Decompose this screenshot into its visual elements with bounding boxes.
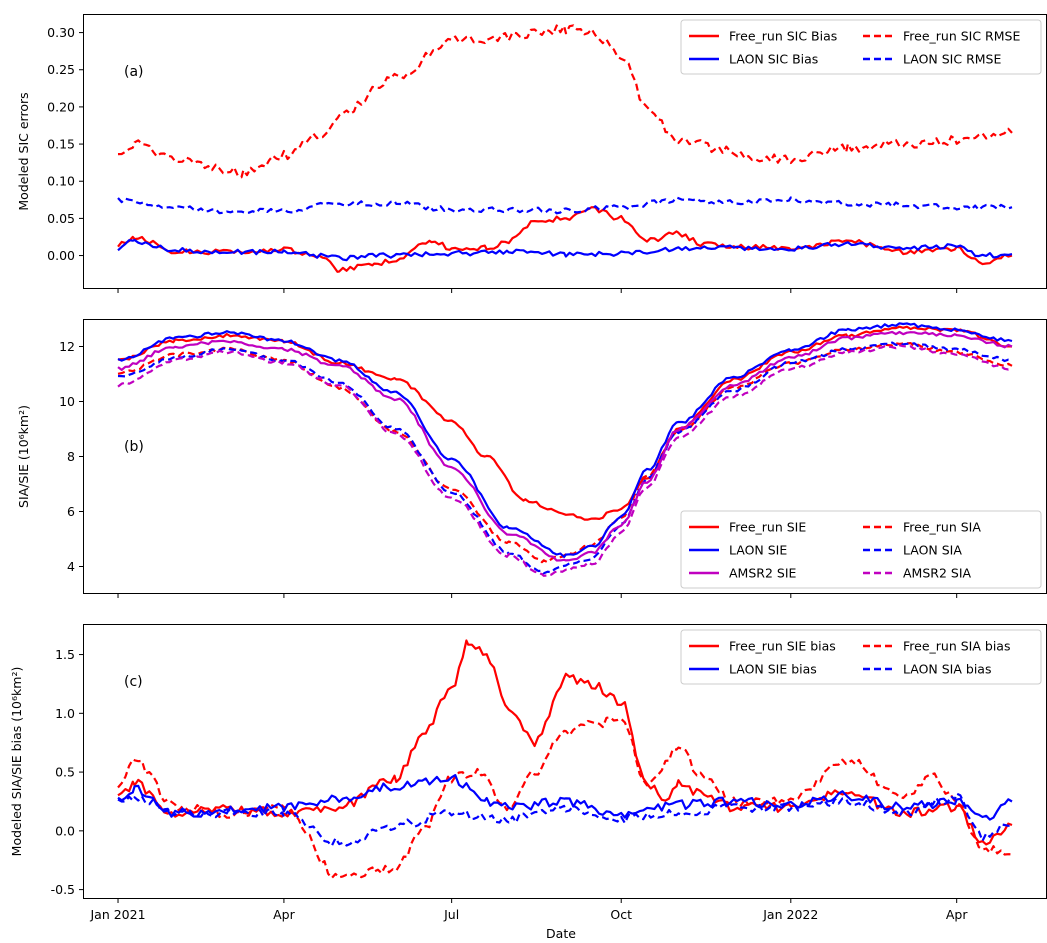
y-tick-label: 4 bbox=[67, 559, 75, 574]
legend-label: Free_run SIA bbox=[903, 520, 981, 535]
legend-label: AMSR2 SIA bbox=[903, 566, 972, 581]
legend: Free_run SIE Free_run SIA LAON SIE LAON SIA… bbox=[680, 510, 1042, 589]
y-tick-label: 0.0 bbox=[55, 823, 75, 838]
y-tick-label: 0.25 bbox=[47, 62, 75, 77]
y-tick-label: 0.15 bbox=[47, 137, 75, 152]
x-tick-label: Jan 2022 bbox=[762, 907, 818, 922]
y-axis-label: SIA/SIE (10⁶km²) bbox=[16, 405, 31, 508]
legend-label: Free_run SIA bias bbox=[903, 639, 1010, 654]
y-tick-label: 8 bbox=[67, 449, 75, 464]
series-lines bbox=[117, 322, 1013, 577]
x-tick-label: Apr bbox=[273, 907, 295, 922]
panel-label: (c) bbox=[124, 674, 143, 690]
y-tick-label: 0.20 bbox=[47, 99, 75, 114]
panel-label: (a) bbox=[124, 64, 144, 80]
series-line-laon-sic-bias bbox=[117, 238, 1013, 262]
legend-box bbox=[680, 629, 1042, 685]
x-tick-label: Jul bbox=[443, 907, 459, 922]
series-line-amsr2-sia bbox=[117, 344, 1013, 577]
x-tick-label: Oct bbox=[610, 907, 632, 922]
panel-c: -0.5 0.0 0.5 1.0 1.5 Jan 2021 Apr Jul Oct Jan 202… bbox=[9, 624, 1047, 922]
series-line-laon-sie bbox=[117, 322, 1013, 559]
legend-box bbox=[680, 19, 1042, 75]
legend-label: AMSR2 SIE bbox=[729, 566, 797, 581]
legend-label: LAON SIA bias bbox=[903, 662, 991, 677]
legend-label: LAON SIC RMSE bbox=[903, 52, 1001, 67]
legend-label: LAON SIE bbox=[729, 543, 787, 558]
x-axis-label: Date bbox=[546, 926, 576, 941]
y-tick-label: 0.5 bbox=[55, 765, 75, 780]
y-tick-label: -0.5 bbox=[51, 882, 75, 897]
series-line-free-run-sia-bias bbox=[117, 716, 1013, 880]
series-lines bbox=[117, 639, 1013, 880]
series-line-laon-sia bbox=[117, 341, 1013, 575]
y-tick-label: 0.30 bbox=[47, 25, 75, 40]
y-tick-label: 0.05 bbox=[47, 211, 75, 226]
series-line-laon-sie-bias bbox=[117, 774, 1013, 821]
legend: Free_run SIC Bias Free_run SIC RMSE LAON S… bbox=[680, 19, 1042, 75]
panel-a: 0.00 0.05 0.10 0.15 0.20 0.25 0.30 Modeled SIC … bbox=[16, 14, 1047, 293]
x-tick-label: Apr bbox=[946, 907, 968, 922]
series-line-free-run-sie-bias bbox=[117, 639, 1013, 846]
legend-label: LAON SIA bbox=[903, 543, 962, 558]
y-axis-label: Modeled SIA/SIE bias (10⁶km²) bbox=[9, 667, 24, 857]
legend-label: Free_run SIC RMSE bbox=[903, 29, 1020, 44]
y-tick-label: 0.00 bbox=[47, 248, 75, 263]
series-line-amsr2-sie bbox=[117, 330, 1013, 562]
series-lines bbox=[117, 24, 1013, 273]
y-tick-label: 1.0 bbox=[55, 706, 75, 721]
legend-label: Free_run SIE bias bbox=[729, 639, 836, 654]
legend-label: LAON SIE bias bbox=[729, 662, 817, 677]
legend-label: Free_run SIE bbox=[729, 520, 806, 535]
y-tick-label: 10 bbox=[59, 394, 75, 409]
y-axis-label: Modeled SIC errors bbox=[16, 92, 31, 210]
legend-box bbox=[680, 510, 1042, 589]
y-tick-label: 0.10 bbox=[47, 174, 75, 189]
series-line-laon-sia-bias bbox=[117, 792, 1013, 847]
y-tick-label: 6 bbox=[67, 504, 75, 519]
y-tick-label: 1.5 bbox=[55, 647, 75, 662]
legend-label: LAON SIC Bias bbox=[729, 52, 818, 67]
panel-label: (b) bbox=[124, 439, 144, 455]
legend-label: Free_run SIC Bias bbox=[729, 29, 837, 44]
series-line-laon-sic-rmse bbox=[117, 196, 1013, 215]
x-tick-label: Jan 2021 bbox=[89, 907, 145, 922]
series-line-free-run-sic-bias bbox=[117, 206, 1013, 273]
y-tick-label: 12 bbox=[59, 339, 75, 354]
legend: Free_run SIE bias Free_run SIA bias LAON S… bbox=[680, 629, 1042, 685]
